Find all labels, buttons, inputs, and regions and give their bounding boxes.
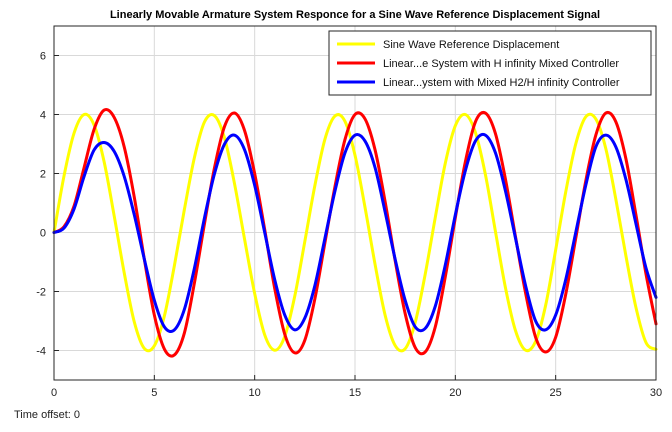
x-tick-label: 5 (151, 387, 157, 399)
series-line-2 (52, 108, 658, 358)
legend-label: Linear...e System with H infinity Mixed … (383, 58, 619, 70)
legend-box (328, 30, 652, 96)
chart-title: Linearly Movable Armature System Responc… (110, 9, 600, 21)
y-tick-label: 2 (40, 169, 46, 181)
x-tick-label: 30 (650, 387, 662, 399)
y-tick-label: 4 (40, 110, 46, 122)
x-tick-label: 15 (349, 387, 361, 399)
legend-label: Linear...ystem with Mixed H2/H infinity … (383, 77, 620, 89)
series-line-3 (52, 132, 658, 333)
y-tick-label: -2 (36, 287, 46, 299)
y-tick-label: 0 (40, 228, 46, 240)
series-lines (52, 108, 658, 358)
legend: Sine Wave Reference Displacement Linear..… (328, 30, 652, 96)
grid-lines (53, 26, 657, 380)
axes-frame (53, 25, 657, 381)
y-tick-label: 6 (40, 51, 46, 63)
series-line-1 (52, 112, 658, 353)
time-offset-value: 0 (73, 409, 81, 421)
legend-label: Sine Wave Reference Displacement (383, 39, 559, 51)
x-tick-label: 10 (249, 387, 261, 399)
time-offset-readout: Time offset: 0 (14, 409, 80, 421)
time-offset-label: Time offset: (14, 409, 71, 421)
x-tick-label: 0 (51, 387, 57, 399)
x-tick-label: 20 (449, 387, 461, 399)
axis-ticks: 0 5 10 15 20 25 30 -4 -2 0 2 4 6 (36, 51, 662, 400)
x-tick-label: 25 (550, 387, 562, 399)
y-tick-label: -4 (36, 346, 46, 358)
